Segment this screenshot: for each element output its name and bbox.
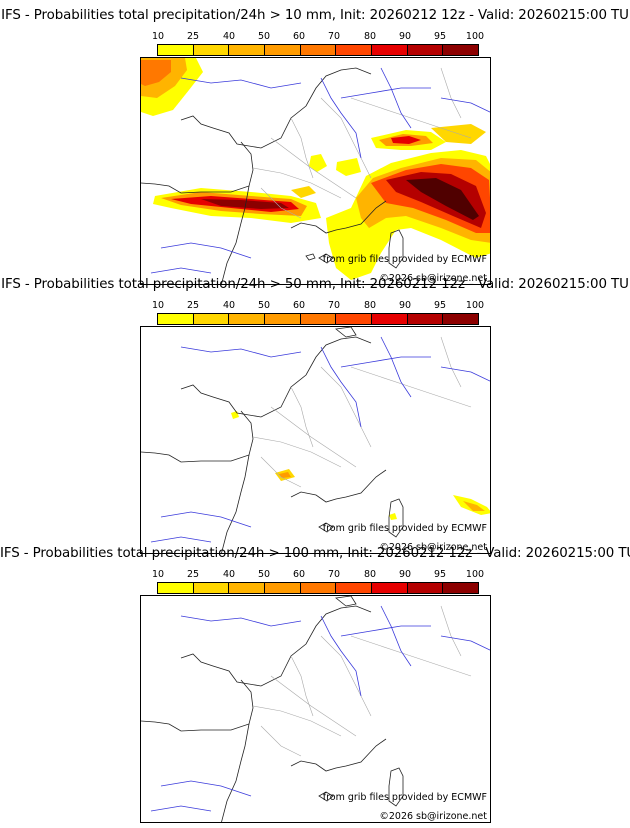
precip-map-10mm: from grib files provided by ECMWF ©2026 … bbox=[140, 57, 491, 285]
color-scale-segment bbox=[265, 583, 301, 593]
legend-tick: 50 bbox=[257, 300, 271, 311]
legend-tick: 10 bbox=[151, 569, 165, 580]
legend-ticks: 10 25 40 50 60 70 80 90 95 100 bbox=[0, 31, 630, 43]
copyright: ©2026 sb@irizone.net bbox=[379, 542, 487, 553]
copyright: ©2026 sb@irizone.net bbox=[379, 273, 487, 284]
color-scale-bar bbox=[157, 582, 479, 594]
coastlines bbox=[141, 67, 404, 284]
color-scale-segment bbox=[300, 45, 337, 55]
coastlines bbox=[141, 327, 404, 553]
legend-tick: 95 bbox=[433, 569, 447, 580]
color-scale-bar bbox=[157, 44, 479, 56]
color-scale-segment bbox=[265, 314, 301, 324]
legend-tick: 100 bbox=[465, 31, 485, 42]
color-scale-segment bbox=[158, 45, 194, 55]
source-credit: from grib files provided by ECMWF bbox=[322, 254, 487, 265]
map-canvas bbox=[141, 58, 490, 284]
legend-tick: 70 bbox=[327, 300, 341, 311]
source-credit: from grib files provided by ECMWF bbox=[322, 792, 487, 803]
panel-100mm: IFS - Probabilities total precipitation/… bbox=[0, 546, 630, 823]
color-scale-segment bbox=[372, 45, 408, 55]
color-scale-segment bbox=[193, 314, 230, 324]
legend-tick: 10 bbox=[151, 31, 165, 42]
legend-tick: 50 bbox=[257, 569, 271, 580]
legend-tick: 50 bbox=[257, 31, 271, 42]
color-scale-segment bbox=[193, 583, 230, 593]
map-canvas bbox=[141, 596, 490, 822]
color-scale-segment bbox=[407, 314, 444, 324]
precip-shading bbox=[141, 58, 490, 280]
color-scale-segment bbox=[443, 314, 479, 324]
copyright: ©2026 sb@irizone.net bbox=[379, 811, 487, 822]
legend-tick: 60 bbox=[292, 31, 306, 42]
region-borders bbox=[252, 336, 472, 488]
rivers bbox=[150, 336, 490, 543]
panel-title: IFS - Probabilities total precipitation/… bbox=[0, 546, 630, 561]
legend-tick: 100 bbox=[465, 569, 485, 580]
legend-ticks: 10 25 40 50 60 70 80 90 95 100 bbox=[0, 300, 630, 312]
rivers bbox=[150, 67, 490, 274]
legend-tick: 25 bbox=[186, 300, 200, 311]
color-scale-segment bbox=[372, 583, 408, 593]
color-scale-segment bbox=[229, 314, 266, 324]
legend-tick: 90 bbox=[398, 31, 412, 42]
legend-tick: 25 bbox=[186, 31, 200, 42]
legend-tick: 10 bbox=[151, 300, 165, 311]
region-borders bbox=[252, 605, 472, 757]
legend-tick: 40 bbox=[222, 300, 236, 311]
legend-tick: 90 bbox=[398, 569, 412, 580]
legend-tick: 80 bbox=[363, 31, 377, 42]
legend-tick: 25 bbox=[186, 569, 200, 580]
color-scale-segment bbox=[300, 583, 337, 593]
color-scale-bar bbox=[157, 313, 479, 325]
color-scale-segment bbox=[229, 583, 266, 593]
legend-tick: 95 bbox=[433, 300, 447, 311]
legend-tick: 40 bbox=[222, 569, 236, 580]
legend-tick: 60 bbox=[292, 300, 306, 311]
color-scale-segment bbox=[158, 314, 194, 324]
legend-ticks: 10 25 40 50 60 70 80 90 95 100 bbox=[0, 569, 630, 581]
coastlines bbox=[141, 596, 404, 822]
legend-tick: 70 bbox=[327, 31, 341, 42]
precip-shading bbox=[231, 411, 490, 520]
precip-map-100mm: from grib files provided by ECMWF ©2026 … bbox=[140, 595, 491, 823]
color-scale-segment bbox=[336, 45, 373, 55]
color-scale-segment bbox=[300, 314, 337, 324]
panel-title: IFS - Probabilities total precipitation/… bbox=[1, 8, 629, 23]
panel-50mm: IFS - Probabilities total precipitation/… bbox=[0, 277, 630, 554]
rivers bbox=[150, 605, 490, 812]
legend-tick: 80 bbox=[363, 300, 377, 311]
legend-tick: 60 bbox=[292, 569, 306, 580]
color-scale-segment bbox=[443, 583, 479, 593]
color-scale-segment bbox=[407, 45, 444, 55]
panel-title: IFS - Probabilities total precipitation/… bbox=[1, 277, 629, 292]
color-scale-segment bbox=[193, 45, 230, 55]
legend-tick: 70 bbox=[327, 569, 341, 580]
color-scale-segment bbox=[443, 45, 479, 55]
color-scale-segment bbox=[336, 314, 373, 324]
legend-tick: 90 bbox=[398, 300, 412, 311]
source-credit: from grib files provided by ECMWF bbox=[322, 523, 487, 534]
color-scale-segment bbox=[229, 45, 266, 55]
region-borders bbox=[252, 67, 472, 219]
color-scale-segment bbox=[336, 583, 373, 593]
precip-map-50mm: from grib files provided by ECMWF ©2026 … bbox=[140, 326, 491, 554]
legend-tick: 80 bbox=[363, 569, 377, 580]
color-scale-segment bbox=[158, 583, 194, 593]
map-canvas bbox=[141, 327, 490, 553]
panel-10mm: IFS - Probabilities total precipitation/… bbox=[0, 8, 630, 285]
color-scale-segment bbox=[372, 314, 408, 324]
legend-tick: 100 bbox=[465, 300, 485, 311]
legend-tick: 95 bbox=[433, 31, 447, 42]
color-scale-segment bbox=[407, 583, 444, 593]
color-scale-segment bbox=[265, 45, 301, 55]
legend-tick: 40 bbox=[222, 31, 236, 42]
